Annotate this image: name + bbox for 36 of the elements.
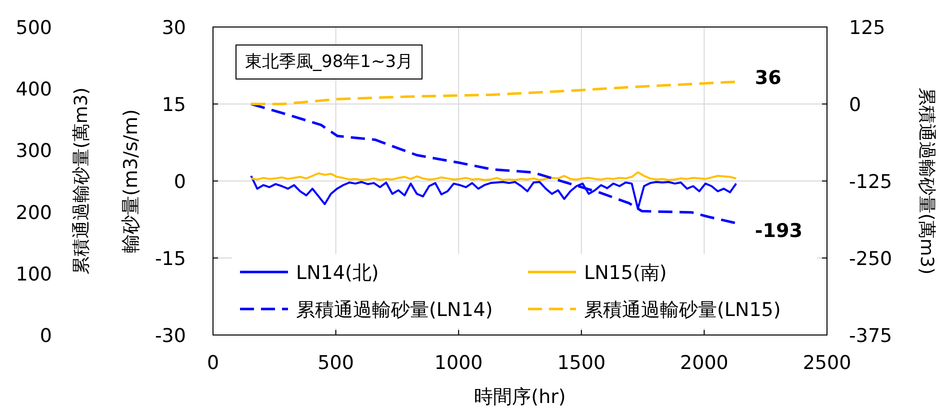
y-axis-title: 輸砂量(m3/s/m) xyxy=(120,109,142,253)
line-series xyxy=(250,171,738,181)
x-axis-title: 時間序(hr) xyxy=(474,386,566,408)
y2-tick-label: -250 xyxy=(849,248,892,270)
y3-tick-label: 100 xyxy=(16,263,52,286)
x-tick-label: 500 xyxy=(318,352,354,374)
x-tick-label: 2000 xyxy=(680,352,728,374)
line-series xyxy=(250,80,736,106)
x-tick-label: 2500 xyxy=(802,352,852,374)
y2-tick-label: -375 xyxy=(849,325,892,347)
y2-tick-label: -125 xyxy=(849,171,892,193)
annotation: 36 xyxy=(754,66,782,89)
y2-tick-label: 125 xyxy=(849,17,886,39)
text: 東北季風_98年1~3月 xyxy=(245,52,414,72)
y3-tick-label: 300 xyxy=(16,140,52,162)
y2-tick-label: 0 xyxy=(849,94,862,116)
y3-tick-label: 0 xyxy=(40,325,52,347)
y-tick-label: 15 xyxy=(162,94,186,116)
line-series xyxy=(250,102,736,224)
y3-tick-label: 500 xyxy=(16,17,52,39)
y3-tick-label: 400 xyxy=(16,78,52,101)
x-tick-label: 1500 xyxy=(557,352,606,374)
legend-label: 累積通過輸砂量(LN14) xyxy=(296,299,493,321)
y-tick-label: 0 xyxy=(174,171,186,193)
legend-label: LN15(南) xyxy=(584,262,667,284)
legend-label: LN14(北) xyxy=(296,262,379,284)
y3-axis-title: 累積通過輸砂量(萬m3) xyxy=(71,87,92,275)
y-tick-label: 30 xyxy=(162,17,186,39)
annotation: -193 xyxy=(754,220,802,242)
y-tick-label: -15 xyxy=(154,248,186,270)
x-tick-label: 0 xyxy=(206,352,220,374)
y2-axis-title: 累積通過輸砂量(萬m3) xyxy=(916,87,937,275)
x-tick-label: 1000 xyxy=(434,352,483,374)
legend-label: 累積通過輸砂量(LN15) xyxy=(584,299,781,321)
y3-tick-label: 200 xyxy=(16,202,52,224)
y-tick-label: -30 xyxy=(154,325,186,347)
